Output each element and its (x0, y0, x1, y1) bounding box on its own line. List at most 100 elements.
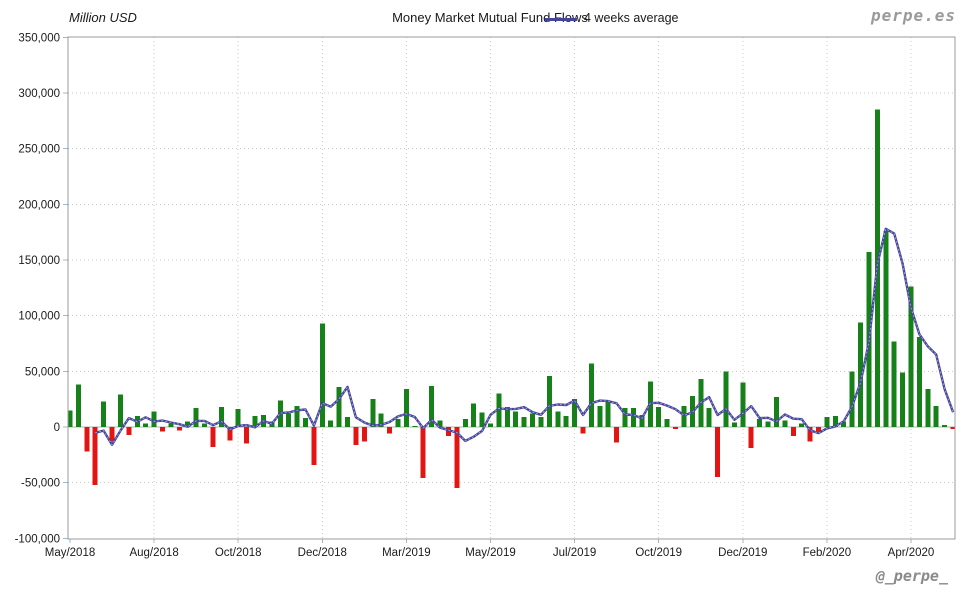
y-axis-labels: 350,000 300,000 250,000 200,000 150,000 100,0… (15, 32, 60, 545)
flow-bar (765, 421, 771, 427)
flow-bar (454, 427, 460, 489)
flow-bar (597, 405, 603, 427)
flow-bar (361, 427, 367, 442)
flow-bar (227, 427, 233, 441)
svg-text:-100,000: -100,000 (15, 533, 60, 545)
flow-bar (328, 420, 334, 427)
flow-bar (160, 427, 165, 432)
flow-bar (218, 407, 224, 427)
average-line (94, 227, 955, 446)
flow-bar (673, 427, 678, 430)
flow-bar (588, 363, 594, 427)
flow-bar (437, 420, 443, 427)
flow-bar (176, 427, 182, 431)
flow-bar (101, 401, 107, 427)
flow-bar (252, 415, 258, 427)
flow-bar (479, 412, 485, 427)
flow-bar (530, 413, 535, 427)
flow-bar (841, 421, 847, 427)
flow-bar (933, 405, 939, 427)
legend: 4 weeks average (545, 11, 679, 26)
svg-text:0: 0 (54, 422, 60, 434)
svg-text:Apr/2020: Apr/2020 (888, 547, 935, 559)
flow-bar (311, 427, 317, 465)
flow-bar (75, 384, 81, 427)
flow-bar (109, 427, 115, 442)
flow-bar (816, 427, 821, 432)
flow-bar (429, 385, 435, 427)
watermark-top: perpe.es (870, 6, 956, 25)
flow-bar (849, 371, 855, 427)
flow-bar (656, 407, 662, 427)
svg-text:100,000: 100,000 (18, 311, 60, 323)
flow-bar (67, 410, 73, 427)
flow-bar (420, 427, 426, 479)
svg-text:Dec/2019: Dec/2019 (718, 547, 767, 559)
flow-bar (235, 409, 241, 427)
flow-bar (631, 408, 636, 427)
flow-bar (84, 427, 90, 452)
flow-bar (773, 396, 779, 427)
svg-text:Jul/2019: Jul/2019 (553, 547, 596, 559)
flow-bar (193, 408, 199, 427)
legend-line-icon (545, 17, 577, 21)
average-line-texture (95, 228, 954, 446)
flow-bar (799, 423, 805, 427)
svg-text:300,000: 300,000 (18, 88, 60, 100)
y-axis-title: Million USD (69, 10, 137, 25)
flow-bar (336, 386, 342, 427)
flow-bar (412, 425, 418, 427)
flow-bar (471, 403, 477, 427)
svg-text:Oct/2018: Oct/2018 (215, 547, 262, 559)
flow-bar (614, 427, 620, 443)
flow-bar (378, 413, 384, 427)
flow-bar (715, 427, 721, 478)
flow-bar (740, 382, 746, 427)
flow-bar (832, 415, 838, 427)
flow-bar (580, 427, 586, 434)
flow-bar (403, 389, 409, 427)
flow-bar (664, 419, 670, 427)
svg-text:Feb/2020: Feb/2020 (803, 547, 852, 559)
flow-bar (303, 418, 308, 427)
flow-bar (496, 393, 502, 427)
flow-bar (790, 427, 796, 436)
flow-bar (605, 401, 611, 427)
flow-bar (92, 427, 98, 485)
flow-bar (370, 399, 376, 427)
flow-bar (891, 341, 897, 427)
flow-bar (151, 411, 157, 427)
flow-bar (445, 427, 451, 436)
svg-text:50,000: 50,000 (25, 366, 60, 378)
svg-text:-50,000: -50,000 (21, 478, 60, 490)
svg-text:350,000: 350,000 (18, 32, 60, 44)
flow-bar (916, 336, 922, 427)
svg-text:Mar/2019: Mar/2019 (382, 547, 431, 559)
flow-bar (622, 408, 628, 427)
legend-label: 4 weeks average (584, 11, 679, 25)
gridlines (63, 36, 955, 543)
flow-bar (942, 424, 948, 427)
flow-bar (244, 427, 250, 444)
svg-text:Aug/2018: Aug/2018 (129, 547, 178, 559)
flow-bar (210, 427, 216, 447)
flow-bar (639, 414, 645, 427)
svg-text:Dec/2018: Dec/2018 (298, 547, 347, 559)
flow-bar (563, 415, 569, 427)
flow-bar (118, 394, 123, 427)
flow-bar (126, 427, 132, 435)
flow-bar (757, 419, 763, 427)
flow-bar (286, 413, 292, 427)
flow-bar (782, 420, 788, 427)
flow-bar (908, 286, 914, 427)
flow-bar (319, 323, 325, 427)
flow-bar (353, 427, 359, 445)
watermark-bottom: @_perpe_ (875, 567, 948, 585)
flow-bar (395, 419, 401, 427)
svg-text:150,000: 150,000 (18, 255, 60, 267)
flow-bar (883, 231, 889, 427)
flow-bar (572, 399, 578, 427)
flow-bar (168, 423, 174, 427)
